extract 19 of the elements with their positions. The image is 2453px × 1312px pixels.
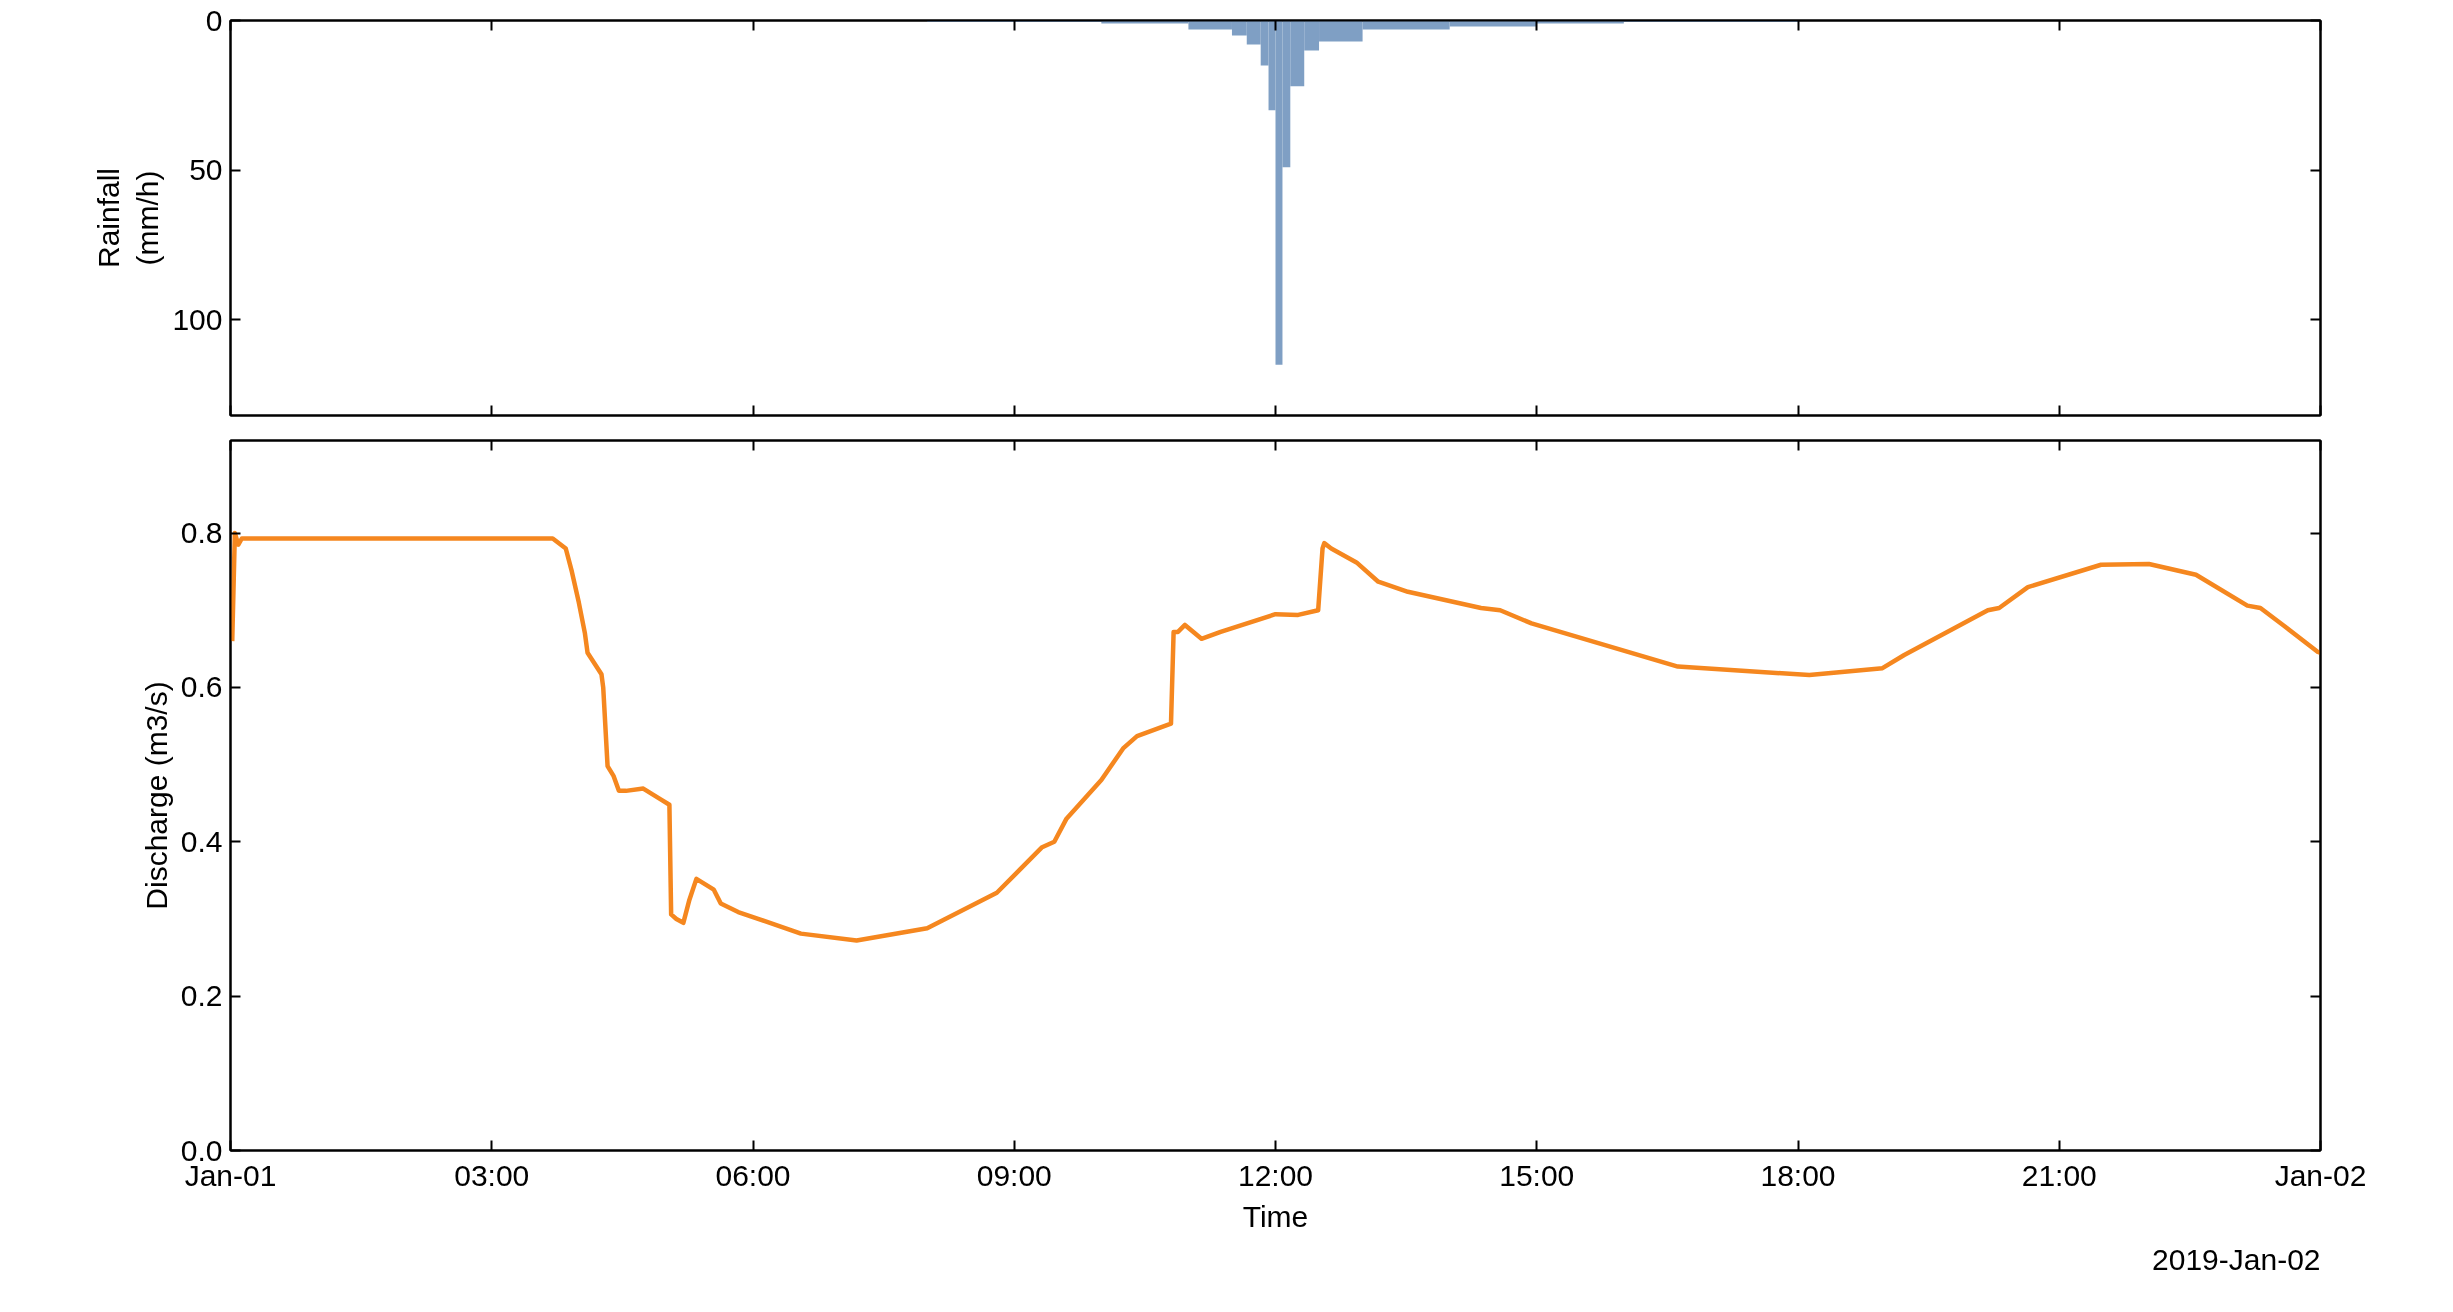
y-tick-label: 0.2 (180, 979, 223, 1013)
y-tick-label: 0.8 (180, 516, 223, 550)
y-axis-title: Rainfall (mm/h) (91, 167, 165, 269)
y-tick-label: 100 (172, 302, 223, 336)
x-axis-title: Time (1242, 1199, 1309, 1233)
y-tick-label: 50 (189, 153, 223, 187)
x-tick-label: 18:00 (1760, 1158, 1836, 1192)
x-tick-label: 06:00 (715, 1158, 791, 1192)
x-tick-label: 03:00 (454, 1158, 530, 1192)
x-tick-label: 21:00 (2021, 1158, 2097, 1192)
x-tick-label: 09:00 (976, 1158, 1052, 1192)
text: 2019-Jan-02 (2152, 1242, 2321, 1276)
x-tick-label: 15:00 (1499, 1158, 1575, 1192)
x-tick-label: Jan-02 (2274, 1158, 2367, 1192)
y-tick-label: 0.6 (180, 670, 223, 704)
y-tick-label: 0 (205, 3, 223, 37)
y-axis-title: Discharge (m3/s) (139, 681, 173, 910)
y-tick-label: 0.4 (180, 824, 223, 858)
x-tick-label: 12:00 (1237, 1158, 1314, 1192)
